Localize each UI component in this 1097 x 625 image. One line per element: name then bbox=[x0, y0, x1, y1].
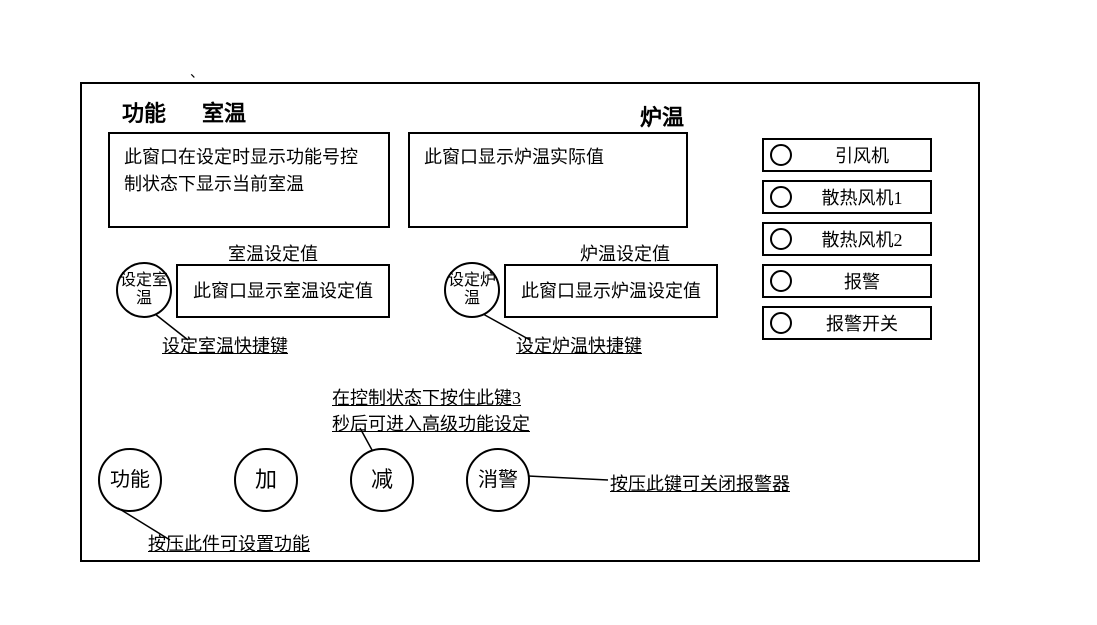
minus-hold-note-l1: 在控制状态下按住此键3 bbox=[332, 384, 521, 410]
func-button-label: 功能 bbox=[110, 469, 150, 491]
indicator-label: 报警 bbox=[800, 268, 924, 294]
set-room-temp-label: 设定室温 bbox=[118, 272, 170, 307]
mute-alarm-button-label: 消警 bbox=[478, 469, 518, 491]
room-setpoint-text: 此窗口显示室温设定值 bbox=[193, 278, 373, 305]
header-room-temp: 室温 bbox=[202, 96, 246, 128]
mute-alarm-button[interactable]: 消警 bbox=[466, 448, 530, 512]
indicator-label: 散热风机1 bbox=[800, 184, 924, 210]
indicator-yinfengji: 引风机 bbox=[762, 138, 932, 172]
minus-button[interactable]: 减 bbox=[350, 448, 414, 512]
room-setpoint-title: 室温设定值 bbox=[228, 240, 318, 266]
indicator-lamp-icon bbox=[770, 228, 792, 250]
indicator-lamp-icon bbox=[770, 312, 792, 334]
indicator-lamp-icon bbox=[770, 186, 792, 208]
minus-hold-note-l2: 秒后可进入高级功能设定 bbox=[332, 410, 530, 436]
indicator-lamp-icon bbox=[770, 144, 792, 166]
room-display-box: 此窗口在设定时显示功能号控制状态下显示当前室温 bbox=[108, 132, 390, 228]
indicator-label: 引风机 bbox=[800, 142, 924, 168]
indicator-label: 报警开关 bbox=[800, 310, 924, 336]
set-room-temp-button[interactable]: 设定室温 bbox=[116, 262, 172, 318]
furnace-setpoint-title: 炉温设定值 bbox=[580, 240, 670, 266]
set-room-temp-hint: 设定室温快捷键 bbox=[162, 332, 288, 358]
furnace-display-box: 此窗口显示炉温实际值 bbox=[408, 132, 688, 228]
indicator-lamp-icon bbox=[770, 270, 792, 292]
room-setpoint-box: 此窗口显示室温设定值 bbox=[176, 264, 390, 318]
func-button[interactable]: 功能 bbox=[98, 448, 162, 512]
indicator-fan1: 散热风机1 bbox=[762, 180, 932, 214]
set-furnace-temp-hint: 设定炉温快捷键 bbox=[516, 332, 642, 358]
set-furnace-temp-label: 设定炉温 bbox=[446, 272, 498, 307]
indicator-alarm-switch[interactable]: 报警开关 bbox=[762, 306, 932, 340]
minus-button-label: 减 bbox=[371, 468, 393, 492]
furnace-setpoint-text: 此窗口显示炉温设定值 bbox=[521, 278, 701, 305]
furnace-setpoint-box: 此窗口显示炉温设定值 bbox=[504, 264, 718, 318]
set-furnace-temp-button[interactable]: 设定炉温 bbox=[444, 262, 500, 318]
mute-press-note: 按压此键可关闭报警器 bbox=[610, 470, 790, 496]
room-display-text: 此窗口在设定时显示功能号控制状态下显示当前室温 bbox=[124, 147, 358, 194]
header-func: 功能 bbox=[122, 96, 166, 128]
func-press-note: 按压此件可设置功能 bbox=[148, 530, 310, 556]
furnace-display-text: 此窗口显示炉温实际值 bbox=[424, 147, 604, 167]
indicator-alarm: 报警 bbox=[762, 264, 932, 298]
header-furnace-temp: 炉温 bbox=[640, 100, 684, 132]
indicator-fan2: 散热风机2 bbox=[762, 222, 932, 256]
stray-mark: 、 bbox=[190, 62, 204, 82]
plus-button-label: 加 bbox=[255, 468, 277, 492]
plus-button[interactable]: 加 bbox=[234, 448, 298, 512]
canvas: 、 功能 室温 炉温 此窗口在设定时显示功能号控制状态下显示当前室温 此窗口显示… bbox=[0, 0, 1097, 625]
indicator-label: 散热风机2 bbox=[800, 226, 924, 252]
